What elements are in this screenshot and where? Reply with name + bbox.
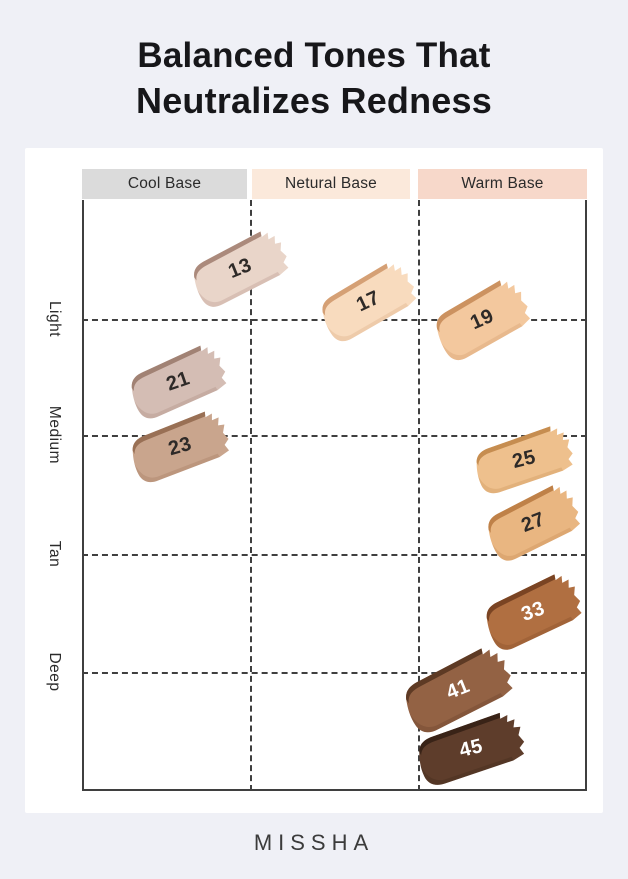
level-line-medium <box>82 435 587 437</box>
smear-shape-icon <box>406 648 513 733</box>
column-header-2: Warm Base <box>418 169 587 199</box>
smear-shape-icon <box>131 345 227 419</box>
column-header-0: Cool Base <box>82 169 247 199</box>
row-label-light: Light <box>46 300 63 338</box>
foundation-swatch-41: 41 <box>390 637 525 741</box>
page-title: Balanced Tones That Neutralizes Redness <box>0 34 628 123</box>
row-label-tan: Tan <box>46 540 63 568</box>
shade-chart-card: Cool Base Netural Base Warm Base Light Medi… <box>25 148 603 813</box>
smear-shape-icon <box>486 574 582 650</box>
foundation-swatch-17: 17 <box>308 252 429 349</box>
swatch-layer: 13 17 19 21 23 <box>25 148 603 813</box>
smear-shape-icon <box>132 411 230 483</box>
foundation-swatch-21: 21 <box>118 336 237 425</box>
column-divider-1 <box>418 200 420 791</box>
foundation-swatch-19: 19 <box>422 270 542 369</box>
row-label-medium: Medium <box>46 405 63 465</box>
foundation-swatch-45: 45 <box>406 705 535 792</box>
smear-shape-icon <box>488 485 581 561</box>
foundation-swatch-13: 13 <box>180 221 300 314</box>
row-label-deep: Deep <box>46 652 63 692</box>
level-line-tan <box>82 554 587 556</box>
smear-shape-icon <box>476 426 573 494</box>
smear-shape-icon <box>419 712 525 785</box>
title-line-2: Neutralizes Redness <box>136 80 492 122</box>
table-frame <box>82 200 587 791</box>
smear-shape-icon <box>436 280 531 361</box>
column-divider-0 <box>250 200 252 791</box>
smear-shape-icon <box>194 231 289 307</box>
foundation-swatch-27: 27 <box>475 476 592 569</box>
level-line-deep <box>82 672 587 674</box>
brand-logo: MISSHA <box>253 830 375 855</box>
column-header-1: Netural Base <box>252 169 410 199</box>
title-line-1: Balanced Tones That <box>137 36 491 75</box>
foundation-swatch-23: 23 <box>120 403 240 489</box>
smear-shape-icon <box>322 263 417 342</box>
foundation-swatch-33: 33 <box>473 565 593 658</box>
foundation-swatch-25: 25 <box>465 419 583 499</box>
